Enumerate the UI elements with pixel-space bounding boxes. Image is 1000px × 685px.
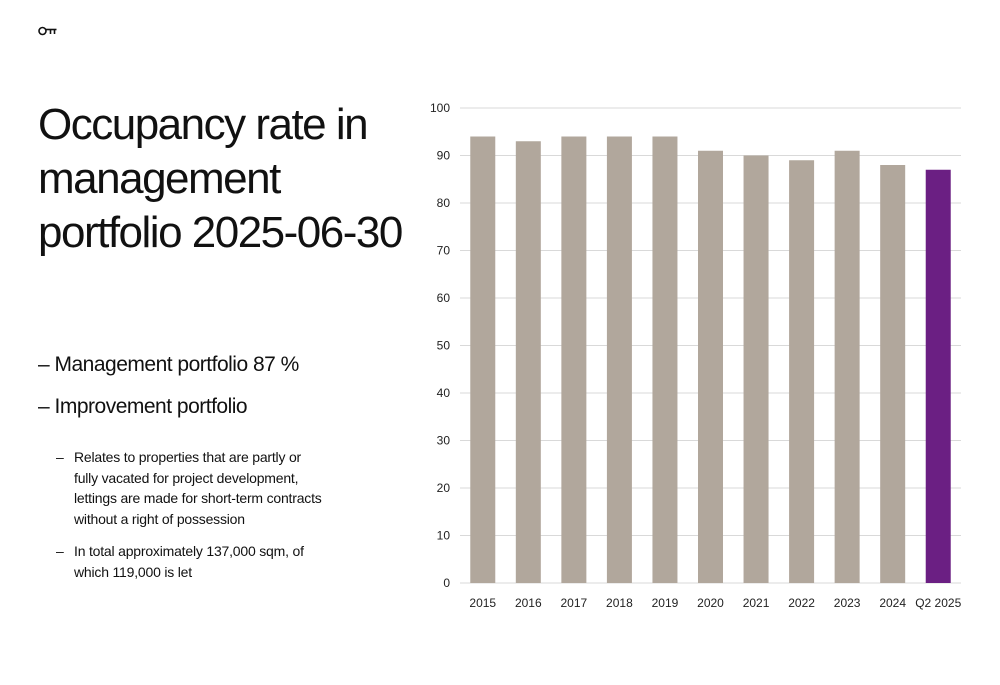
- y-tick-label: 70: [437, 244, 451, 258]
- x-tick-label: 2015: [469, 596, 496, 610]
- x-tick-label: 2018: [606, 596, 633, 610]
- sub-bullet-line: lettings are made for short-term contrac…: [74, 490, 322, 506]
- y-tick-label: 60: [437, 291, 451, 305]
- bar-2023: [834, 150, 860, 583]
- bullet-list: – Management portfolio 87 % – Improvemen…: [38, 350, 398, 434]
- x-tick-label: 2017: [561, 596, 588, 610]
- title-line: management: [38, 154, 281, 203]
- sub-bullet-list: – Relates to properties that are partly …: [56, 447, 356, 594]
- y-tick-label: 20: [437, 481, 451, 495]
- y-tick-label: 50: [437, 339, 451, 353]
- y-tick-label: 80: [437, 196, 451, 210]
- sub-bullet-project-development: – Relates to properties that are partly …: [56, 447, 356, 529]
- sub-bullet-line: without a right of possession: [74, 510, 245, 527]
- x-tick-label: 2019: [652, 596, 679, 610]
- y-tick-label: 100: [430, 101, 450, 115]
- bar-2016: [515, 141, 541, 583]
- bar-2020: [698, 150, 723, 583]
- y-tick-label: 0: [443, 576, 450, 590]
- y-tick-label: 30: [437, 434, 451, 448]
- sub-bullet-line: fully vacated for project development,: [74, 469, 299, 486]
- bar-2024: [880, 165, 906, 583]
- x-tick-label: 2023: [834, 596, 861, 610]
- bar-q2-2025: [925, 169, 951, 583]
- sub-bullet-line: In total approximately 137,000 sqm, of: [74, 543, 304, 559]
- y-tick-label: 10: [437, 529, 451, 543]
- bar-2015: [470, 136, 496, 583]
- bullet-dash: –: [56, 449, 64, 465]
- x-axis-ticks: 2015 2016 2017 2018 2019 2020 2021 2022 2023 2024…: [469, 596, 961, 610]
- bars: [470, 136, 951, 583]
- x-tick-label: 2021: [743, 596, 770, 610]
- y-axis-ticks: 0 10 20 30 40 50 60 70 80 90 100: [430, 101, 450, 590]
- bar-2018: [606, 136, 632, 583]
- sub-bullet-line: Relates to properties that are partly or: [74, 449, 302, 465]
- sub-bullet-total-area: – In total approximately 137,000 sqm, of…: [56, 541, 356, 582]
- page-title: Occupancy rate in management portfolio 2…: [38, 98, 418, 260]
- x-tick-label: 2016: [515, 596, 542, 610]
- y-tick-label: 90: [437, 149, 451, 163]
- key-icon: [38, 26, 57, 36]
- bullet-management-portfolio: – Management portfolio 87 %: [38, 353, 299, 376]
- x-tick-label: 2024: [879, 596, 906, 610]
- sub-bullet-line: which 119,000 is let: [74, 563, 192, 580]
- title-line: Occupancy rate in: [38, 100, 369, 149]
- y-tick-label: 40: [437, 386, 451, 400]
- bullet-dash: –: [56, 543, 64, 559]
- bar-2021: [743, 155, 769, 583]
- x-tick-label: 2022: [788, 596, 815, 610]
- bar-2022: [789, 160, 815, 583]
- bullet-improvement-portfolio: – Improvement portfolio: [38, 395, 248, 418]
- bar-2017: [561, 136, 587, 583]
- x-tick-label: 2020: [697, 596, 724, 610]
- bar-2019: [652, 136, 678, 583]
- x-tick-label: Q2 2025: [915, 596, 961, 610]
- title-line: portfolio 2025-06-30: [38, 208, 403, 257]
